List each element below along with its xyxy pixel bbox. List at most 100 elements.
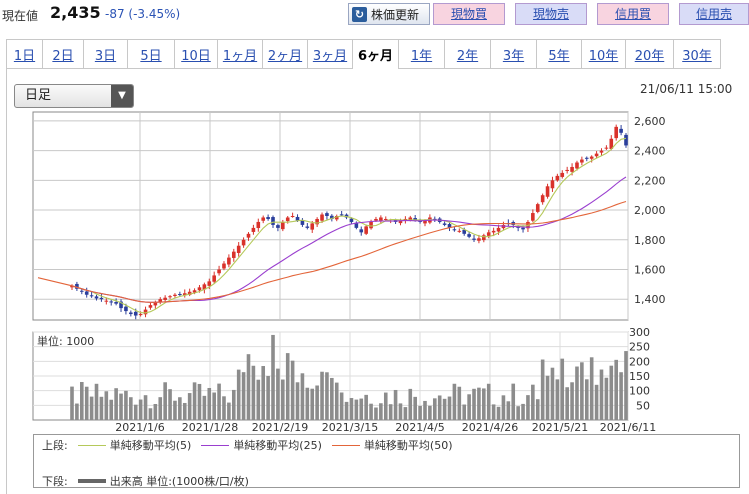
candle-body xyxy=(619,128,623,133)
refresh-price-label: 株価更新 xyxy=(371,7,420,22)
refresh-icon: ↻ xyxy=(352,6,367,22)
period-tab-4[interactable]: 10日 xyxy=(175,39,218,69)
buy-cash-button[interactable]: 現物買 xyxy=(433,3,505,25)
candle-body xyxy=(133,311,138,316)
period-tab-2[interactable]: 3日 xyxy=(84,39,128,69)
period-tabs: 1日 2日 3日 5日 10日 1ヶ月 2ヶ月 3ヶ月 6ヶ月 1年 2年 3年 5年 10年 20年 30年 xyxy=(6,39,749,69)
period-tab-5[interactable]: 1ヶ月 xyxy=(218,39,263,69)
price-tick-label: 2,600 xyxy=(634,115,666,128)
candle-body xyxy=(129,312,133,315)
candle-body xyxy=(163,297,167,300)
candle-body xyxy=(295,216,300,221)
volume-bar xyxy=(271,334,275,420)
period-tab-0[interactable]: 1日 xyxy=(6,39,43,69)
volume-bar xyxy=(148,408,153,420)
volume-bar xyxy=(163,382,167,420)
volume-bar xyxy=(472,388,476,420)
chart-timestamp: 21/06/11 15:00 xyxy=(640,82,733,96)
volume-bar xyxy=(614,359,618,420)
date-tick-label: 2021/5/21 xyxy=(532,421,588,434)
volume-bar xyxy=(506,401,511,420)
candle-body xyxy=(472,238,476,240)
ma50-legend-label: 単純移動平均(50) xyxy=(363,439,453,452)
volume-bar xyxy=(496,406,501,420)
candle-body xyxy=(158,299,163,302)
period-tab-9[interactable]: 1年 xyxy=(399,39,445,69)
volume-bar xyxy=(584,379,589,420)
volume-bar xyxy=(408,388,413,420)
period-tab-12[interactable]: 5年 xyxy=(537,39,582,69)
volume-tick-label: 150 xyxy=(629,370,650,383)
volume-bar xyxy=(555,379,560,420)
candle-body xyxy=(408,217,413,220)
price-change: -87 (-3.45%) xyxy=(105,7,181,21)
volume-bar xyxy=(398,403,403,420)
volume-bar xyxy=(138,399,143,420)
candle-body xyxy=(182,293,187,296)
period-tab-11[interactable]: 3年 xyxy=(491,39,537,69)
candle-body xyxy=(580,159,584,163)
price-tick-label: 1,800 xyxy=(634,234,666,247)
price-tick-label: 1,600 xyxy=(634,263,666,276)
candle-body xyxy=(99,297,104,300)
candle-body xyxy=(575,162,579,169)
volume-tick-label: 300 xyxy=(629,326,650,339)
volume-bar xyxy=(197,383,202,420)
volume-bar xyxy=(119,393,123,420)
current-price-label: 現在値 xyxy=(2,9,39,23)
candle-body xyxy=(241,239,246,246)
volume-bar xyxy=(462,404,467,420)
candle-body xyxy=(84,291,89,295)
period-tab-1[interactable]: 2日 xyxy=(43,39,84,69)
candle-body xyxy=(251,227,256,232)
candle-body xyxy=(89,295,94,297)
candle-period-select[interactable]: 日足 ▼ xyxy=(14,84,134,108)
price-tick-label: 2,200 xyxy=(634,174,666,187)
volume-bar xyxy=(261,366,266,420)
legend-upper-label: 上段: xyxy=(42,439,68,452)
period-tab-15[interactable]: 30年 xyxy=(674,39,721,69)
volume-bar xyxy=(89,396,94,420)
volume-bar xyxy=(192,382,197,420)
candle-body xyxy=(570,166,574,172)
period-tab-3[interactable]: 5日 xyxy=(128,39,175,69)
candle-body xyxy=(423,220,427,224)
candle-body xyxy=(285,217,290,222)
candle-body xyxy=(457,230,462,232)
candle-body xyxy=(325,213,329,216)
ma5-legend-label: 単純移動平均(5) xyxy=(109,439,192,452)
volume-bar xyxy=(80,381,84,420)
volume-bar xyxy=(310,388,315,420)
candle-body xyxy=(173,294,177,296)
volume-bar xyxy=(403,407,408,420)
sell-margin-button[interactable]: 信用売 xyxy=(679,3,749,25)
period-tab-6[interactable]: 2ヶ月 xyxy=(263,39,308,69)
volume-legend-bar xyxy=(77,479,106,483)
volume-bar xyxy=(575,366,579,420)
candle-body xyxy=(300,220,305,225)
candle-body xyxy=(222,263,226,269)
volume-bar xyxy=(560,358,565,420)
volume-bar xyxy=(364,394,368,420)
candle-body xyxy=(379,217,383,222)
candle-body xyxy=(143,309,148,315)
volume-bar xyxy=(477,387,481,420)
volume-bar xyxy=(599,369,604,420)
period-tab-8[interactable]: 6ヶ月 xyxy=(353,39,399,69)
period-tab-14[interactable]: 20年 xyxy=(626,39,674,69)
volume-bar xyxy=(227,402,231,420)
ma50-legend-line xyxy=(331,444,360,446)
refresh-price-button[interactable]: ↻ 株価更新 xyxy=(348,3,430,25)
candle-body xyxy=(565,169,569,171)
volume-bar xyxy=(437,395,442,420)
sell-cash-button[interactable]: 現物売 xyxy=(515,3,587,25)
volume-bar xyxy=(256,379,261,420)
period-tab-10[interactable]: 2年 xyxy=(445,39,491,69)
period-tab-7[interactable]: 3ヶ月 xyxy=(308,39,353,69)
buy-margin-button[interactable]: 信用買 xyxy=(597,3,669,25)
period-tab-13[interactable]: 10年 xyxy=(582,39,626,69)
date-tick-label: 2021/2/19 xyxy=(252,421,308,434)
candle-body xyxy=(486,232,491,236)
candle-body xyxy=(535,204,540,212)
candle-body xyxy=(70,285,74,288)
